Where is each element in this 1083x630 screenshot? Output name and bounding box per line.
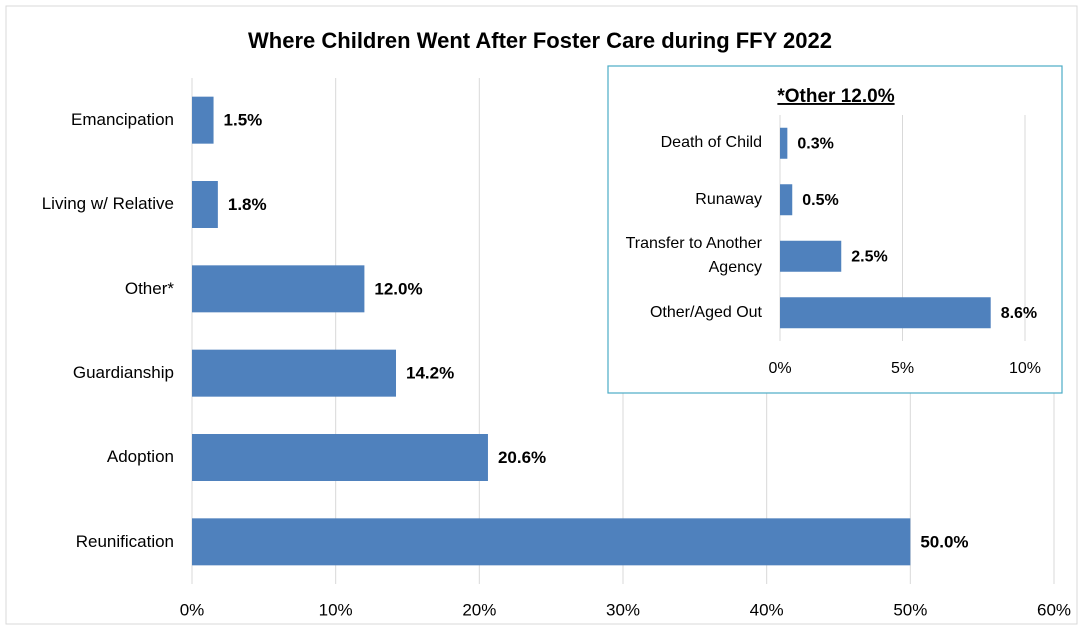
x-tick-label: 5% xyxy=(891,360,914,377)
data-label: 14.2% xyxy=(406,364,454,383)
y-tick-label: Other/Aged Out xyxy=(649,303,762,321)
x-tick-label: 50% xyxy=(893,600,927,619)
data-label: 0.3% xyxy=(797,135,833,152)
bar xyxy=(780,297,991,329)
bar xyxy=(192,96,214,144)
data-label: 20.6% xyxy=(498,448,546,467)
data-label: 1.8% xyxy=(228,195,267,214)
x-tick-label: 10% xyxy=(319,600,353,619)
x-tick-label: 10% xyxy=(1009,360,1041,377)
y-tick-label: Guardianship xyxy=(72,363,174,383)
x-tick-label: 20% xyxy=(462,600,496,619)
bar xyxy=(780,184,793,216)
data-label: 2.5% xyxy=(851,248,887,265)
y-tick-label: Death of Child xyxy=(660,134,762,152)
data-label: 1.5% xyxy=(224,111,263,130)
x-tick-label: 0% xyxy=(180,600,205,619)
y-tick-label: Other* xyxy=(124,278,174,298)
bar xyxy=(192,518,911,566)
bar xyxy=(192,434,488,481)
y-tick-label: Transfer to Another Agency xyxy=(625,235,762,277)
bar xyxy=(780,127,788,159)
data-label: 12.0% xyxy=(374,279,422,298)
data-label: 0.5% xyxy=(802,192,838,209)
y-tick-label: Living w/ Relative xyxy=(41,194,174,214)
bar xyxy=(192,349,397,397)
data-label: 50.0% xyxy=(920,532,968,551)
inset-border xyxy=(607,65,1063,394)
bar xyxy=(192,181,218,228)
inset-title: *Other 12.0% xyxy=(777,86,894,107)
bar xyxy=(192,265,365,313)
x-tick-label: 30% xyxy=(606,600,640,619)
x-tick-label: 40% xyxy=(750,600,784,619)
y-tick-label: Reunification xyxy=(75,531,174,551)
chart-title: Where Children Went After Foster Care du… xyxy=(248,28,832,53)
y-tick-label: Adoption xyxy=(106,447,174,467)
bar xyxy=(780,240,842,272)
x-tick-label: 0% xyxy=(768,360,791,377)
x-tick-label: 60% xyxy=(1037,600,1071,619)
data-label: 8.6% xyxy=(1001,305,1037,322)
y-tick-label: Runaway xyxy=(695,190,762,208)
y-tick-label: Emancipation xyxy=(70,110,174,130)
